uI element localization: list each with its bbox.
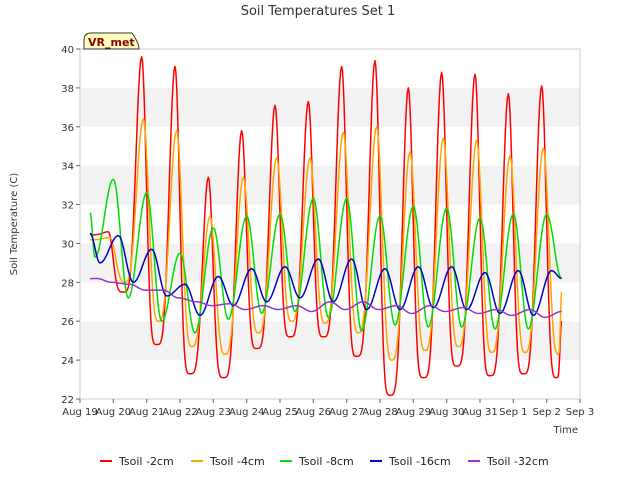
station-badge: VR_met — [83, 32, 140, 50]
legend-label: Tsoil -16cm — [388, 455, 451, 468]
y-tick-label: 22 — [61, 395, 74, 406]
x-tick-label: Aug 24 — [229, 407, 264, 418]
x-tick-label: Aug 22 — [162, 407, 197, 418]
x-tick-label: Aug 21 — [129, 407, 164, 418]
y-tick-label: 32 — [61, 201, 74, 212]
badge-label: VR_met — [88, 36, 135, 49]
y-tick-label: 26 — [61, 317, 74, 328]
legend: Tsoil -2cm Tsoil -4cm Tsoil -8cm Tsoil -16c… — [100, 455, 549, 468]
y-tick-label: 38 — [61, 84, 74, 95]
grid-band — [80, 49, 580, 88]
y-axis-ticks: 22 24 26 28 30 32 34 36 38 40 — [61, 45, 80, 406]
x-axis-label: Time — [553, 425, 578, 436]
series-lines — [89, 56, 563, 396]
legend-label: Tsoil -32cm — [486, 455, 549, 468]
x-tick-label: Sep 1 — [499, 407, 527, 418]
x-tick-label: Aug 25 — [262, 407, 297, 418]
grid-band — [80, 126, 580, 166]
x-tick-label: Aug 26 — [296, 407, 331, 418]
grid-band — [80, 165, 580, 205]
chart-title: Soil Temperatures Set 1 — [241, 4, 396, 19]
y-tick-label: 24 — [61, 356, 74, 367]
legend-label: Tsoil -4cm — [209, 455, 265, 468]
x-tick-label: Aug 19 — [62, 407, 97, 418]
x-tick-label: Aug 27 — [329, 407, 364, 418]
x-tick-label: Aug 29 — [396, 407, 431, 418]
series-line-tsoil8cm — [89, 178, 563, 334]
badge-shape — [83, 32, 140, 50]
x-tick-label: Aug 20 — [96, 407, 131, 418]
x-tick-label: Aug 31 — [462, 407, 497, 418]
x-tick-label: Aug 23 — [196, 407, 231, 418]
x-tick-label: Sep 3 — [566, 407, 594, 418]
plot-frame — [79, 48, 581, 400]
series-line-tsoil16cm — [89, 232, 562, 317]
grid-bands — [80, 49, 580, 399]
y-axis-label: Soil Temperature (C) — [9, 173, 20, 276]
x-tick-label: Sep 2 — [532, 407, 560, 418]
grid-band — [80, 243, 580, 283]
grid-band — [80, 87, 580, 127]
legend-label: Tsoil -2cm — [118, 455, 174, 468]
grid-band — [80, 360, 580, 399]
y-tick-label: 34 — [61, 162, 74, 173]
series-line-tsoil32cm — [89, 277, 562, 319]
legend-label: Tsoil -8cm — [298, 455, 354, 468]
x-tick-label: Aug 28 — [362, 407, 397, 418]
grid-band — [80, 321, 580, 361]
y-tick-label: 30 — [61, 239, 74, 250]
y-tick-label: 28 — [61, 278, 74, 289]
y-tick-label: 40 — [61, 45, 74, 56]
y-tick-label: 36 — [61, 123, 74, 134]
x-tick-label: Aug 30 — [429, 407, 464, 418]
grid-band — [80, 204, 580, 244]
series-line-tsoil4cm — [90, 118, 563, 361]
